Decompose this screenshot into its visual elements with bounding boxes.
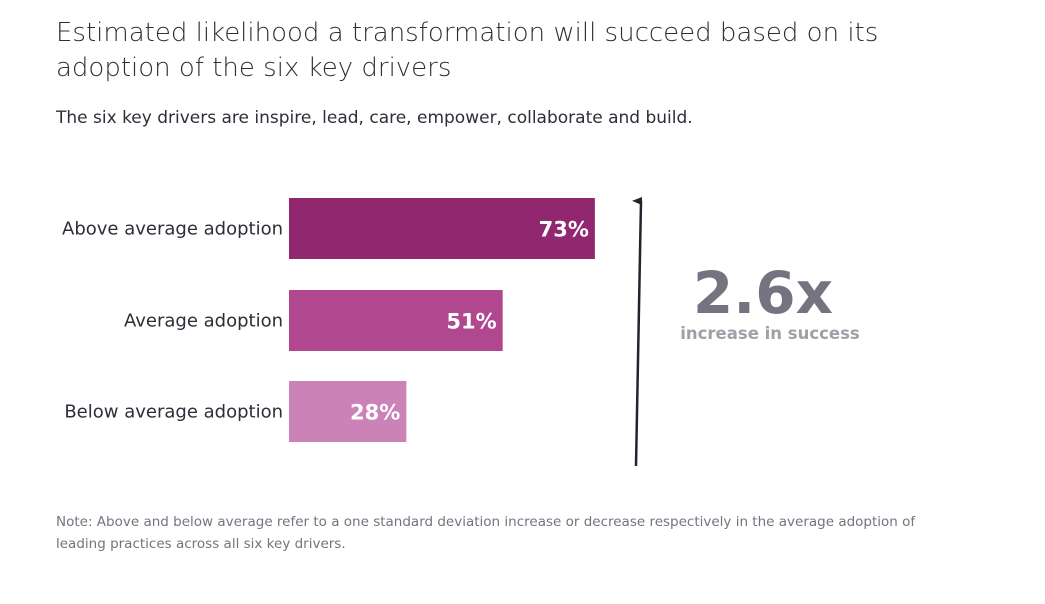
footnote: Note: Above and below average refer to a…	[56, 514, 916, 552]
increase-arrow	[632, 197, 643, 467]
bar-1	[289, 290, 503, 351]
category-label: Below average adoption	[64, 402, 283, 423]
annotation-value: 2.6x	[693, 259, 833, 327]
chart-subtitle: The six key drivers are inspire, lead, c…	[56, 108, 693, 128]
data-label: 73%	[539, 218, 589, 242]
bar-0	[289, 198, 595, 259]
category-label: Above average adoption	[62, 219, 283, 240]
chart-title: Estimated likelihood a transformation wi…	[56, 18, 879, 83]
annotation-text: increase in success	[680, 324, 860, 343]
data-label: 51%	[446, 310, 496, 334]
category-label: Average adoption	[124, 311, 283, 332]
bar-2	[289, 381, 407, 442]
data-label: 28%	[350, 401, 400, 425]
